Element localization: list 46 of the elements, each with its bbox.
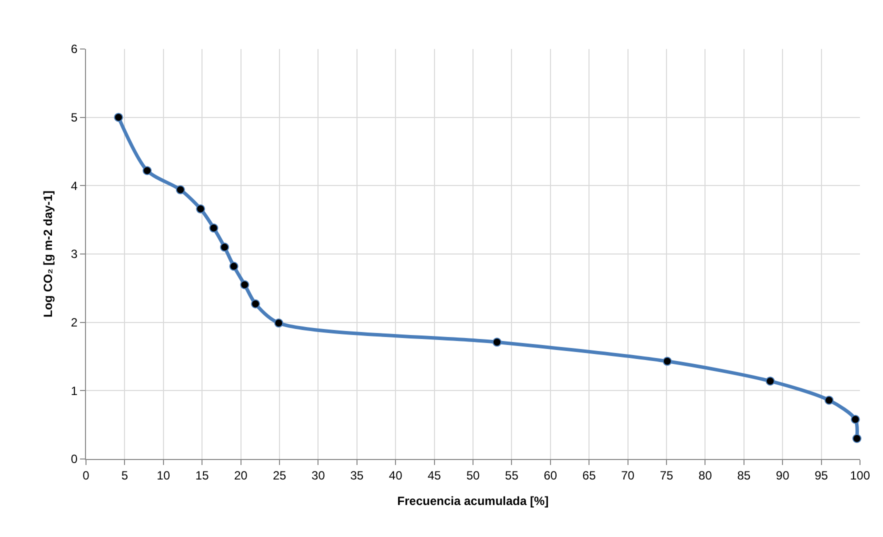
point <box>766 376 775 386</box>
x-tick-label: 55 <box>505 468 519 482</box>
x-tick-label: 5 <box>121 468 128 482</box>
x-tick-label: 40 <box>388 468 403 482</box>
point <box>209 224 218 233</box>
y-axis-title: Log CO₂ [g m-2 day-1] <box>41 190 55 318</box>
x-tick-label: 100 <box>850 468 870 482</box>
point <box>240 280 250 290</box>
x-tick-label: 35 <box>350 468 364 482</box>
x-tick-label: 95 <box>814 468 828 482</box>
point <box>662 356 672 366</box>
y-tick-label: 3 <box>70 247 78 262</box>
x-tick-label: 10 <box>156 468 170 482</box>
point <box>251 299 260 308</box>
y-tick-label: 4 <box>70 178 78 193</box>
x-tick-label: 75 <box>660 468 674 482</box>
y-tick-label: 6 <box>70 42 78 56</box>
point <box>196 204 206 214</box>
point <box>852 434 862 443</box>
y-tick-label: 1 <box>70 384 78 398</box>
point <box>220 242 230 252</box>
y-tick-label: 5 <box>70 110 78 125</box>
x-tick-label: 60 <box>544 468 558 482</box>
point <box>492 338 502 347</box>
x-axis-title: Frecuencia acumulada [%] <box>397 494 549 508</box>
point <box>824 396 834 405</box>
x-tick-label: 15 <box>195 468 210 482</box>
x-tick-label: 65 <box>582 468 596 482</box>
point <box>176 185 185 194</box>
x-tick-label: 0 <box>82 468 90 482</box>
point <box>229 262 238 271</box>
y-tick-label: 2 <box>70 316 78 330</box>
point <box>114 112 124 122</box>
x-tick-label: 25 <box>272 468 286 482</box>
x-tick-label: 90 <box>776 468 790 482</box>
x-tick-label: 30 <box>312 468 326 482</box>
x-tick-label: 45 <box>428 468 442 482</box>
x-tick-label: 70 <box>621 468 635 482</box>
x-tick-label: 50 <box>466 468 480 482</box>
point <box>142 166 152 176</box>
point <box>274 318 284 328</box>
point <box>850 414 860 424</box>
y-tick-label: 0 <box>70 452 78 466</box>
x-tick-label: 20 <box>234 468 248 482</box>
x-tick-label: 85 <box>737 468 751 482</box>
x-tick-label: 80 <box>698 468 712 482</box>
